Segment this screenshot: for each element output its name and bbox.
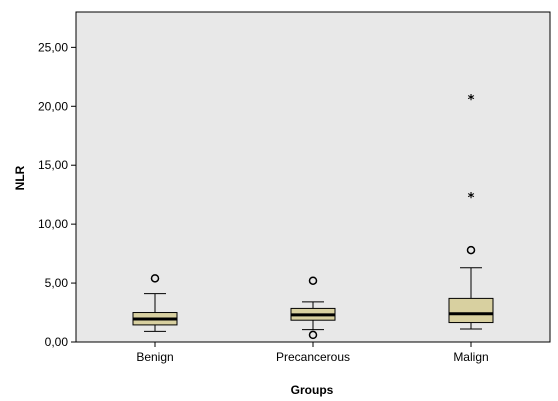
outlier-point — [308, 330, 318, 340]
y-tick-label: 20,00 — [38, 99, 68, 113]
y-tick-label: 25,00 — [38, 40, 68, 54]
x-axis: Benign Precancerous Malign — [136, 342, 489, 364]
outlier-point — [466, 245, 476, 255]
box-group-malign: ** — [448, 93, 494, 330]
y-tick-label: 0,00 — [45, 335, 69, 349]
boxes: ** — [132, 93, 494, 340]
y-tick-label: 10,00 — [38, 217, 68, 231]
y-axis: 0,00 5,00 10,00 15,00 20,00 25,00 — [38, 40, 76, 349]
box-group-benign — [132, 274, 178, 332]
outlier-point — [308, 276, 318, 285]
x-tick-label: Precancerous — [276, 350, 350, 364]
y-tick-label: 15,00 — [38, 158, 68, 172]
x-axis-title: Groups — [291, 383, 334, 397]
extreme-point: * — [468, 93, 475, 108]
plot-area — [75, 11, 551, 343]
y-axis-title: NLR — [13, 165, 27, 190]
y-tick-label: 5,00 — [45, 276, 69, 290]
box-group-precancerous — [290, 276, 336, 340]
x-tick-label: Malign — [453, 350, 488, 364]
box-iqr — [448, 297, 494, 324]
extreme-point: * — [468, 191, 475, 206]
x-tick-label: Benign — [136, 350, 173, 364]
outlier-point — [150, 274, 160, 283]
